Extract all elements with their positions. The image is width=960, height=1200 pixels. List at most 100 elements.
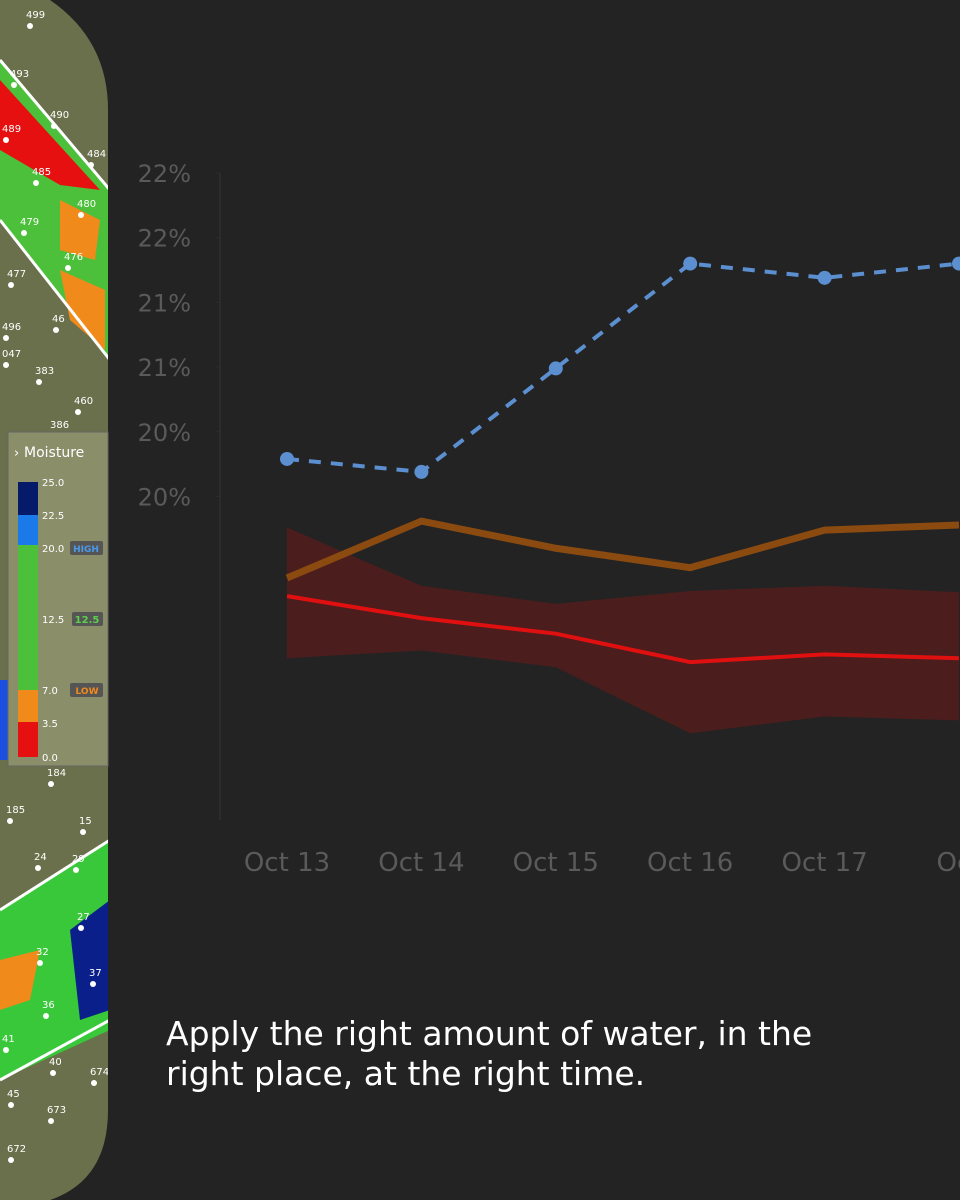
map-label: 41 <box>2 1034 15 1045</box>
swatch <box>18 690 38 722</box>
map-point <box>91 1080 97 1086</box>
map-label: 386 <box>50 420 69 431</box>
low-label: LOW <box>76 687 99 697</box>
map-label: 36 <box>42 1000 55 1011</box>
legend-stop: 25.0 <box>42 478 64 489</box>
map-label: 46 <box>52 314 65 325</box>
point <box>548 361 563 376</box>
point <box>952 256 960 271</box>
map-label: 29 <box>72 854 85 865</box>
map-point <box>21 230 27 236</box>
x-tick-label: Oct <box>937 848 960 878</box>
map-point <box>90 981 96 987</box>
map-point <box>78 925 84 931</box>
map-label: 480 <box>77 199 96 210</box>
map-point <box>8 1102 14 1108</box>
y-tick-label: 20% <box>138 419 191 447</box>
map-point <box>43 1013 49 1019</box>
map-point <box>73 867 79 873</box>
map-point <box>8 1157 14 1163</box>
map-label: 15 <box>79 816 92 827</box>
map-point <box>37 960 43 966</box>
map-label: 476 <box>64 252 83 263</box>
series-line <box>286 261 960 474</box>
caption: Apply the right amount of water, in the … <box>166 1014 813 1093</box>
y-tick-label: 22% <box>138 225 191 253</box>
map-label: 477 <box>7 269 26 280</box>
map-point <box>33 180 39 186</box>
map-label: 493 <box>10 69 29 80</box>
map-label: 479 <box>20 217 39 228</box>
swatch <box>18 722 38 757</box>
map-point <box>50 1070 56 1076</box>
map-point <box>65 265 71 271</box>
point <box>683 256 698 271</box>
low-badge[interactable] <box>70 683 103 697</box>
moisture-legend: Moisture › HIGH 12.5 LOW 25.0 22.5 20.0 12.… <box>7 431 109 767</box>
swatch <box>18 482 38 515</box>
swatch <box>18 515 38 545</box>
chevron: › <box>14 446 19 461</box>
map-label: 672 <box>7 1144 26 1155</box>
map-point <box>88 162 94 168</box>
map-point <box>3 335 9 341</box>
map-point <box>51 123 57 129</box>
x-tick-label: Oct 17 <box>781 848 867 878</box>
series-line <box>286 594 960 665</box>
map-point <box>3 1047 9 1053</box>
point <box>817 270 832 285</box>
map-label: 45 <box>7 1089 20 1100</box>
map-label: 460 <box>74 396 93 407</box>
y-tick-label: 22% <box>138 160 191 188</box>
map-label: 383 <box>35 366 54 377</box>
point <box>414 464 429 479</box>
map-point <box>36 379 42 385</box>
y-tick-label: 20% <box>138 484 191 512</box>
map-label: 27 <box>77 912 90 923</box>
y-tick-label: 21% <box>138 354 191 382</box>
map-label: 40 <box>49 1057 62 1068</box>
map-point <box>80 829 86 835</box>
x-tick-label: Oct 16 <box>647 848 733 878</box>
map-point <box>48 1118 54 1124</box>
map-label: 673 <box>47 1105 66 1116</box>
map-label: 184 <box>47 768 66 779</box>
map-label: 490 <box>50 110 69 121</box>
legend-stop: 3.5 <box>42 719 58 730</box>
map-point <box>11 82 17 88</box>
map-label: 489 <box>2 124 21 135</box>
target-badge[interactable] <box>72 612 103 626</box>
series-line <box>285 517 960 582</box>
high-badge[interactable] <box>70 541 103 555</box>
band <box>287 527 959 734</box>
map-label: 499 <box>26 10 45 21</box>
legend-stop: 22.5 <box>42 511 64 522</box>
legend-stop: 0.0 <box>42 753 58 764</box>
map-label: 485 <box>32 167 51 178</box>
map-point <box>35 865 41 871</box>
legend-stop: 20.0 <box>42 544 64 555</box>
map-point <box>3 362 9 368</box>
map-point <box>48 781 54 787</box>
legend-stop: 12.5 <box>42 615 64 626</box>
map-label: 496 <box>2 322 21 333</box>
map-point <box>8 282 14 288</box>
map-label: 37 <box>89 968 102 979</box>
map-label: 185 <box>6 805 25 816</box>
map-point <box>7 818 13 824</box>
x-tick-label: Oct 13 <box>244 848 330 878</box>
x-tick-label: Oct 14 <box>378 848 464 878</box>
map-label: 047 <box>2 349 21 360</box>
swatch <box>18 545 38 690</box>
legend-title[interactable]: Moisture <box>24 445 84 461</box>
x-tick-label: Oct 15 <box>513 848 599 878</box>
target-label: 12.5 <box>75 615 100 626</box>
map-label: 674 <box>90 1067 109 1078</box>
legend-stop: 7.0 <box>42 686 58 697</box>
map-point <box>3 137 9 143</box>
y-tick-label: 21% <box>138 289 191 317</box>
map-label: 24 <box>34 852 47 863</box>
map-label: 32 <box>36 947 49 958</box>
